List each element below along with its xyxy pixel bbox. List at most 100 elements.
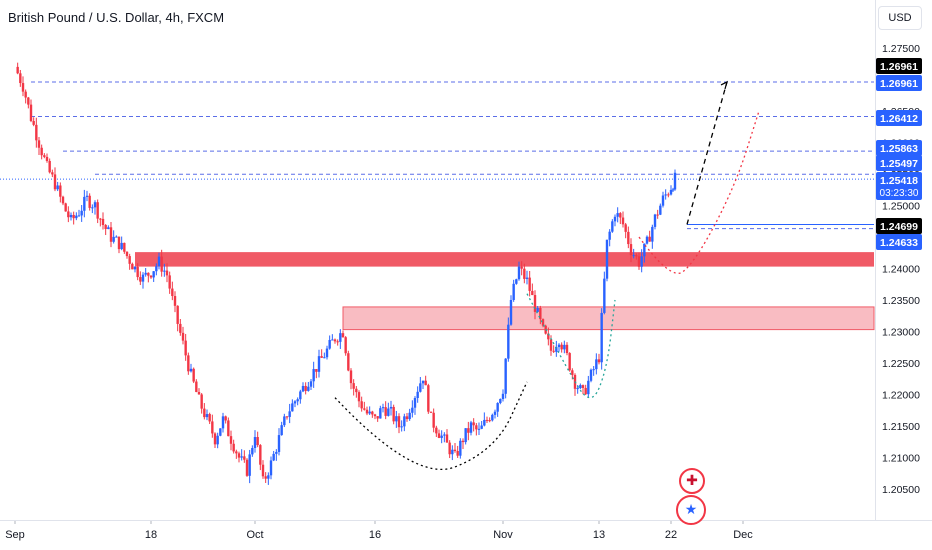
- uk-flag-icon[interactable]: ✚: [679, 468, 705, 494]
- candle-body: [165, 270, 169, 276]
- candle-body: [160, 256, 163, 272]
- candle-body: [155, 266, 158, 272]
- price-label: 1.26412: [880, 113, 918, 125]
- candle-body: [37, 140, 41, 148]
- candle-body: [99, 218, 102, 220]
- candle-body: [416, 391, 419, 398]
- candle-body: [291, 403, 294, 412]
- pattern-projection-target: [686, 81, 728, 225]
- y-tick-label: 1.21000: [882, 453, 920, 465]
- candle-body: [640, 256, 643, 267]
- candle-body: [472, 422, 475, 426]
- candle-body: [333, 339, 337, 342]
- candle-body: [525, 277, 529, 279]
- candle-body: [176, 305, 179, 324]
- candle-body: [584, 387, 587, 395]
- candle-body: [347, 353, 350, 371]
- candle-body: [304, 385, 307, 391]
- price-label-bg: [876, 155, 922, 171]
- candle-body: [669, 189, 673, 195]
- price-label-bg: [876, 140, 922, 156]
- candle-body: [379, 408, 382, 419]
- candle-body: [184, 340, 187, 356]
- candle-body: [229, 436, 233, 444]
- candle-body: [491, 414, 494, 421]
- candle-body: [579, 385, 582, 389]
- candle-body: [619, 213, 622, 218]
- candle-body: [501, 393, 505, 399]
- candle-body: [445, 434, 449, 443]
- candle-body: [307, 386, 310, 391]
- candle-body: [139, 277, 142, 282]
- candle-body: [600, 312, 603, 363]
- candle-body: [245, 459, 249, 476]
- candle-body: [163, 270, 166, 272]
- candle-body: [427, 385, 430, 412]
- x-tick-label: 18: [145, 529, 157, 541]
- candle-body: [435, 427, 438, 434]
- candle-body: [469, 422, 473, 433]
- candle-body: [437, 433, 441, 438]
- candle-body: [48, 160, 51, 173]
- candle-body: [477, 428, 481, 430]
- candle-body: [483, 419, 486, 426]
- candle-body: [133, 266, 137, 270]
- patterns-layer: [334, 80, 760, 471]
- time-axis[interactable]: Sep 18 Oct 16 Nov 13 22 Dec: [5, 520, 753, 541]
- x-tick-label: Dec: [733, 529, 753, 541]
- candle-body: [269, 460, 273, 476]
- candle-body: [328, 339, 331, 349]
- candle-body: [557, 344, 561, 348]
- price-label-bg: [876, 234, 922, 250]
- candle-body: [629, 244, 633, 256]
- countdown-label: 03:23:30: [880, 188, 919, 199]
- candle-body: [581, 385, 585, 388]
- candle-body: [32, 120, 35, 125]
- candle-body: [512, 283, 515, 300]
- candle-body: [360, 401, 363, 409]
- candle-body: [643, 243, 646, 257]
- candle-body: [661, 195, 665, 206]
- price-label: 1.25863: [880, 143, 918, 155]
- candle-body: [533, 295, 537, 312]
- time-axis-border: [0, 520, 932, 521]
- candle-body: [29, 104, 33, 121]
- candle-body: [285, 416, 289, 418]
- candle-body: [539, 307, 542, 320]
- zones-layer: [135, 252, 875, 331]
- candle-body: [149, 275, 153, 278]
- candle-body: [568, 353, 571, 371]
- y-tick-label: 1.20500: [882, 484, 920, 496]
- currency-button[interactable]: USD: [878, 6, 922, 30]
- price-label-bg: [876, 75, 922, 91]
- candle-body: [315, 369, 318, 372]
- candle-body: [368, 411, 371, 414]
- candle-body: [323, 357, 326, 359]
- candle-body: [237, 453, 241, 458]
- candle-body: [259, 445, 262, 465]
- candle-body: [355, 388, 358, 393]
- candle-body: [456, 451, 459, 456]
- candle-body: [395, 416, 398, 422]
- candle-body: [275, 451, 278, 454]
- candle-body: [389, 406, 393, 409]
- candle-body: [413, 397, 417, 408]
- candle-body: [464, 428, 467, 443]
- candle-body: [493, 411, 497, 415]
- candle-body: [563, 344, 566, 350]
- candle-body: [576, 388, 579, 390]
- candle-body: [317, 356, 321, 372]
- candle-body: [517, 266, 521, 280]
- candle-body: [531, 290, 534, 296]
- candle-body: [405, 416, 409, 420]
- candle-body: [301, 385, 305, 392]
- candle-body: [51, 172, 54, 175]
- candle-body: [671, 189, 675, 191]
- candle-body: [673, 172, 677, 190]
- candle-body: [587, 380, 590, 395]
- candle-body: [664, 194, 667, 196]
- candle-body: [64, 203, 67, 212]
- us-flag-icon[interactable]: ★: [676, 495, 706, 525]
- candle-body: [339, 333, 342, 342]
